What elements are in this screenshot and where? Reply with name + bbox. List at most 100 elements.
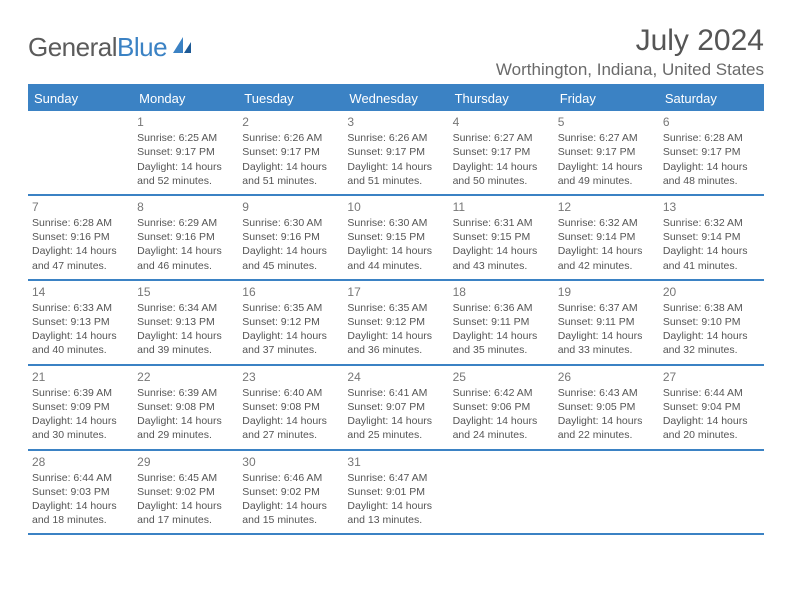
sunset-text: Sunset: 9:12 PM [347, 315, 444, 329]
sunset-text: Sunset: 9:17 PM [663, 145, 760, 159]
day-cell: 4Sunrise: 6:27 AMSunset: 9:17 PMDaylight… [449, 111, 554, 194]
daylight-text: and 22 minutes. [558, 428, 655, 442]
brand-part1: General [28, 32, 117, 62]
day-cell: 3Sunrise: 6:26 AMSunset: 9:17 PMDaylight… [343, 111, 448, 194]
day-number: 16 [242, 284, 339, 300]
day-cell: 21Sunrise: 6:39 AMSunset: 9:09 PMDayligh… [28, 366, 133, 449]
day-cell: 11Sunrise: 6:31 AMSunset: 9:15 PMDayligh… [449, 196, 554, 279]
sunrise-text: Sunrise: 6:44 AM [32, 471, 129, 485]
daylight-text: Daylight: 14 hours [242, 244, 339, 258]
day-number: 27 [663, 369, 760, 385]
sunrise-text: Sunrise: 6:39 AM [137, 386, 234, 400]
day-cell: 13Sunrise: 6:32 AMSunset: 9:14 PMDayligh… [659, 196, 764, 279]
day-cell: 8Sunrise: 6:29 AMSunset: 9:16 PMDaylight… [133, 196, 238, 279]
title-block: July 2024 Worthington, Indiana, United S… [496, 24, 764, 80]
day-cell: 19Sunrise: 6:37 AMSunset: 9:11 PMDayligh… [554, 281, 659, 364]
sunset-text: Sunset: 9:12 PM [242, 315, 339, 329]
day-number: 5 [558, 114, 655, 130]
sunrise-text: Sunrise: 6:33 AM [32, 301, 129, 315]
day-cell: 14Sunrise: 6:33 AMSunset: 9:13 PMDayligh… [28, 281, 133, 364]
week-row: 28Sunrise: 6:44 AMSunset: 9:03 PMDayligh… [28, 451, 764, 536]
daylight-text: and 29 minutes. [137, 428, 234, 442]
sunset-text: Sunset: 9:15 PM [347, 230, 444, 244]
sunrise-text: Sunrise: 6:38 AM [663, 301, 760, 315]
day-cell: 25Sunrise: 6:42 AMSunset: 9:06 PMDayligh… [449, 366, 554, 449]
sunrise-text: Sunrise: 6:45 AM [137, 471, 234, 485]
daylight-text: and 36 minutes. [347, 343, 444, 357]
day-cell: 27Sunrise: 6:44 AMSunset: 9:04 PMDayligh… [659, 366, 764, 449]
sunset-text: Sunset: 9:05 PM [558, 400, 655, 414]
daylight-text: Daylight: 14 hours [558, 329, 655, 343]
sunset-text: Sunset: 9:06 PM [453, 400, 550, 414]
sunset-text: Sunset: 9:07 PM [347, 400, 444, 414]
daylight-text: Daylight: 14 hours [32, 329, 129, 343]
daylight-text: Daylight: 14 hours [242, 160, 339, 174]
sunrise-text: Sunrise: 6:27 AM [558, 131, 655, 145]
location-subtitle: Worthington, Indiana, United States [496, 60, 764, 80]
sunset-text: Sunset: 9:14 PM [558, 230, 655, 244]
day-cell: 26Sunrise: 6:43 AMSunset: 9:05 PMDayligh… [554, 366, 659, 449]
day-cell: 30Sunrise: 6:46 AMSunset: 9:02 PMDayligh… [238, 451, 343, 534]
day-number: 2 [242, 114, 339, 130]
month-title: July 2024 [496, 24, 764, 58]
sunset-text: Sunset: 9:13 PM [32, 315, 129, 329]
day-number: 30 [242, 454, 339, 470]
sunset-text: Sunset: 9:16 PM [242, 230, 339, 244]
sunrise-text: Sunrise: 6:31 AM [453, 216, 550, 230]
day-header: Wednesday [343, 86, 448, 111]
daylight-text: and 50 minutes. [453, 174, 550, 188]
day-number: 8 [137, 199, 234, 215]
empty-cell [449, 451, 554, 534]
day-number: 23 [242, 369, 339, 385]
daylight-text: and 20 minutes. [663, 428, 760, 442]
day-number: 10 [347, 199, 444, 215]
day-number: 12 [558, 199, 655, 215]
sunset-text: Sunset: 9:08 PM [242, 400, 339, 414]
calendar-table: SundayMondayTuesdayWednesdayThursdayFrid… [28, 84, 764, 535]
sail-icon [171, 35, 193, 60]
day-cell: 9Sunrise: 6:30 AMSunset: 9:16 PMDaylight… [238, 196, 343, 279]
day-cell: 22Sunrise: 6:39 AMSunset: 9:08 PMDayligh… [133, 366, 238, 449]
page-header: GeneralBlue July 2024 Worthington, India… [28, 24, 764, 80]
sunrise-text: Sunrise: 6:28 AM [663, 131, 760, 145]
sunset-text: Sunset: 9:15 PM [453, 230, 550, 244]
daylight-text: and 41 minutes. [663, 259, 760, 273]
daylight-text: Daylight: 14 hours [242, 414, 339, 428]
day-header: Thursday [449, 86, 554, 111]
sunrise-text: Sunrise: 6:35 AM [347, 301, 444, 315]
brand-logo: GeneralBlue [28, 32, 193, 63]
day-number: 29 [137, 454, 234, 470]
day-number: 14 [32, 284, 129, 300]
sunset-text: Sunset: 9:17 PM [558, 145, 655, 159]
empty-cell [28, 111, 133, 194]
brand-text: GeneralBlue [28, 32, 167, 63]
daylight-text: Daylight: 14 hours [32, 499, 129, 513]
day-header: Tuesday [238, 86, 343, 111]
day-header: Monday [133, 86, 238, 111]
day-number: 9 [242, 199, 339, 215]
day-header: Friday [554, 86, 659, 111]
day-cell: 2Sunrise: 6:26 AMSunset: 9:17 PMDaylight… [238, 111, 343, 194]
day-number: 31 [347, 454, 444, 470]
daylight-text: and 39 minutes. [137, 343, 234, 357]
day-number: 17 [347, 284, 444, 300]
daylight-text: and 17 minutes. [137, 513, 234, 527]
daylight-text: and 52 minutes. [137, 174, 234, 188]
brand-part2: Blue [117, 32, 167, 62]
daylight-text: Daylight: 14 hours [558, 414, 655, 428]
daylight-text: Daylight: 14 hours [347, 499, 444, 513]
day-cell: 1Sunrise: 6:25 AMSunset: 9:17 PMDaylight… [133, 111, 238, 194]
week-row: 21Sunrise: 6:39 AMSunset: 9:09 PMDayligh… [28, 366, 764, 451]
daylight-text: Daylight: 14 hours [663, 160, 760, 174]
day-number: 24 [347, 369, 444, 385]
daylight-text: Daylight: 14 hours [242, 329, 339, 343]
daylight-text: and 48 minutes. [663, 174, 760, 188]
day-number: 4 [453, 114, 550, 130]
sunset-text: Sunset: 9:16 PM [137, 230, 234, 244]
day-number: 21 [32, 369, 129, 385]
daylight-text: Daylight: 14 hours [137, 160, 234, 174]
sunset-text: Sunset: 9:10 PM [663, 315, 760, 329]
daylight-text: Daylight: 14 hours [663, 414, 760, 428]
sunset-text: Sunset: 9:16 PM [32, 230, 129, 244]
empty-cell [659, 451, 764, 534]
